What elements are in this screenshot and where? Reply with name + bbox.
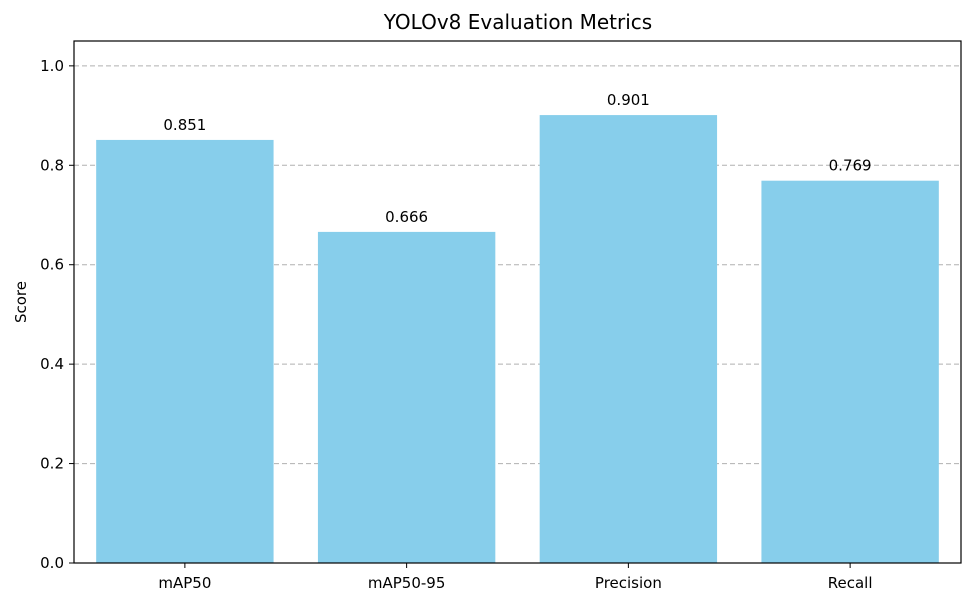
- data-label: 0.851: [163, 116, 206, 134]
- bar-map50-95: [317, 231, 496, 563]
- axes-frame: [73, 40, 962, 564]
- x-tick-label: Precision: [595, 574, 662, 592]
- y-tick-label: 0.4: [40, 355, 64, 373]
- bar-map50: [96, 139, 274, 563]
- data-labels: 0.851 0.666 0.901 0.769: [163, 91, 871, 226]
- bars: [96, 115, 939, 564]
- x-tick-label: mAP50-95: [368, 574, 446, 592]
- y-tick-label: 0.6: [40, 256, 64, 274]
- y-axis-label: Score: [12, 281, 30, 323]
- data-label: 0.666: [385, 208, 428, 226]
- y-tick-label: 0.0: [40, 554, 64, 572]
- y-tick-label: 0.8: [40, 156, 64, 174]
- bar-recall: [761, 180, 939, 563]
- data-label: 0.901: [607, 91, 650, 109]
- y-tick-label: 0.2: [40, 455, 64, 473]
- chart-title: YOLOv8 Evaluation Metrics: [383, 10, 652, 34]
- data-label: 0.769: [829, 157, 872, 175]
- x-tick-label: Recall: [828, 574, 873, 592]
- x-tick-label: mAP50: [158, 574, 211, 592]
- bar-precision: [539, 115, 718, 564]
- y-tick-label: 1.0: [40, 57, 64, 75]
- y-axis-ticks: 0.0 0.2 0.4 0.6 0.8 1.0: [40, 57, 74, 572]
- x-axis-ticks: mAP50 mAP50-95 Precision Recall: [158, 563, 873, 592]
